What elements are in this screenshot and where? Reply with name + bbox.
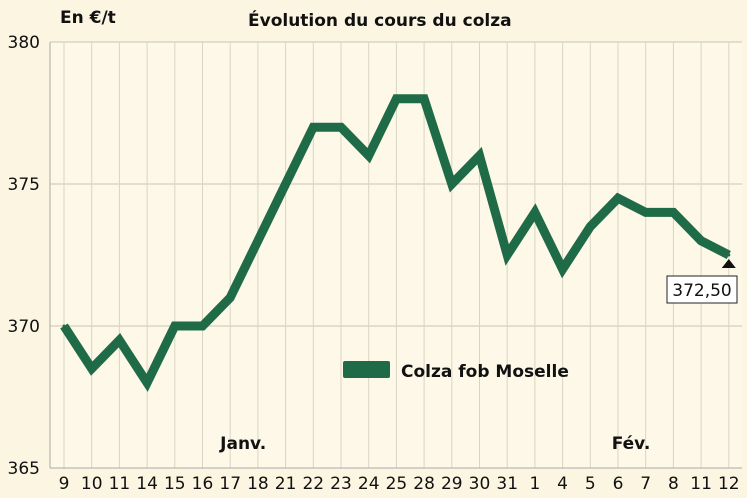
- y-axis-unit-label: En €/t: [60, 8, 116, 28]
- data-point: [422, 97, 426, 101]
- x-tick-label: 25: [386, 474, 408, 494]
- x-tick-label: 6: [613, 474, 624, 494]
- data-point: [505, 253, 509, 257]
- data-point: [62, 324, 66, 328]
- callout-pointer: [721, 259, 736, 268]
- data-point: [616, 196, 620, 200]
- x-tick-label: 30: [469, 474, 491, 494]
- x-tick-label: 14: [136, 474, 158, 494]
- grid: [50, 41, 742, 469]
- x-tick-label: 7: [640, 474, 651, 494]
- data-point: [394, 97, 398, 101]
- data-point: [588, 225, 592, 229]
- x-tick-label: 10: [81, 474, 103, 494]
- data-point: [478, 154, 481, 158]
- x-tick-label: 15: [164, 474, 186, 494]
- x-tick-label: 9: [59, 474, 70, 494]
- x-tick-labels: 9 10 11 14 15 16 17 18 21 22 23 24 25 28 29 30 31 1 4 5 6 7 8 1…: [59, 474, 740, 494]
- data-point: [699, 239, 703, 243]
- x-tick-label: 22: [302, 474, 324, 494]
- data-point: [450, 182, 454, 186]
- y-tick-label: 375: [8, 175, 40, 195]
- x-tick-label: 29: [441, 474, 463, 494]
- month-label: Fév.: [612, 434, 651, 454]
- data-point: [173, 324, 177, 328]
- data-point: [367, 154, 371, 158]
- data-point: [671, 210, 675, 214]
- x-tick-label: 8: [668, 474, 679, 494]
- data-point: [284, 182, 288, 186]
- data-point: [311, 125, 315, 129]
- y-tick-labels: 365 370 375 380: [8, 33, 40, 479]
- legend-label: Colza fob Moselle: [401, 362, 569, 382]
- legend: Colza fob Moselle: [343, 361, 569, 382]
- x-tick-label: 16: [192, 474, 214, 494]
- month-labels: Janv. Fév.: [219, 434, 650, 454]
- data-point: [727, 253, 731, 257]
- data-point: [145, 381, 149, 385]
- x-tick-label: 17: [219, 474, 241, 494]
- x-tick-label: 11: [109, 474, 131, 494]
- data-point: [533, 210, 537, 214]
- data-point: [339, 125, 343, 129]
- data-point: [90, 367, 94, 371]
- legend-swatch: [343, 361, 390, 378]
- callout-label: 372,50: [672, 281, 731, 301]
- y-tick-label: 370: [8, 317, 40, 337]
- y-tick-label: 380: [8, 33, 40, 53]
- last-value-callout: 372,50: [666, 259, 738, 304]
- x-tick-label: 5: [585, 474, 596, 494]
- x-tick-label: 1: [529, 474, 540, 494]
- x-tick-label: 28: [413, 474, 435, 494]
- series-layer: [60, 94, 731, 392]
- x-tick-label: 21: [275, 474, 297, 494]
- data-point: [561, 267, 565, 271]
- x-tick-label: 11: [690, 474, 712, 494]
- y-tick-label: 365: [8, 459, 40, 479]
- x-tick-label: 31: [496, 474, 518, 494]
- x-tick-label: 12: [718, 474, 740, 494]
- data-point: [228, 296, 232, 300]
- x-tick-label: 23: [330, 474, 352, 494]
- month-label: Janv.: [219, 434, 266, 454]
- data-point: [117, 338, 121, 342]
- data-point: [256, 239, 260, 243]
- chart-title: Évolution du cours du colza: [248, 9, 512, 31]
- data-point: [201, 324, 204, 328]
- data-point: [644, 210, 648, 214]
- x-tick-label: 24: [358, 474, 380, 494]
- x-tick-label: 18: [247, 474, 269, 494]
- x-tick-label: 4: [557, 474, 568, 494]
- callout-box: [666, 275, 738, 304]
